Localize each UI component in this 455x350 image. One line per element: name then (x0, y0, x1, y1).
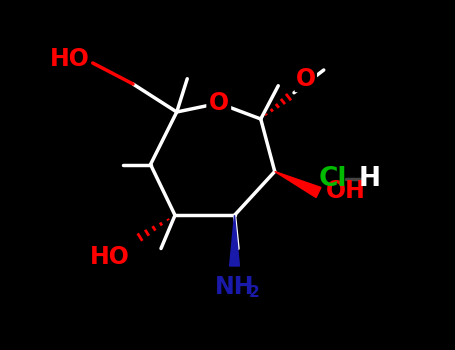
Text: HO: HO (90, 245, 130, 269)
Text: O: O (296, 67, 316, 91)
Text: OH: OH (325, 179, 365, 203)
Text: O: O (209, 91, 229, 115)
Polygon shape (275, 172, 321, 197)
Text: 2: 2 (248, 285, 259, 300)
Text: HO: HO (50, 48, 89, 71)
Text: NH: NH (215, 275, 254, 299)
Text: H: H (358, 166, 380, 191)
Polygon shape (230, 215, 239, 266)
Text: Cl: Cl (318, 166, 347, 191)
